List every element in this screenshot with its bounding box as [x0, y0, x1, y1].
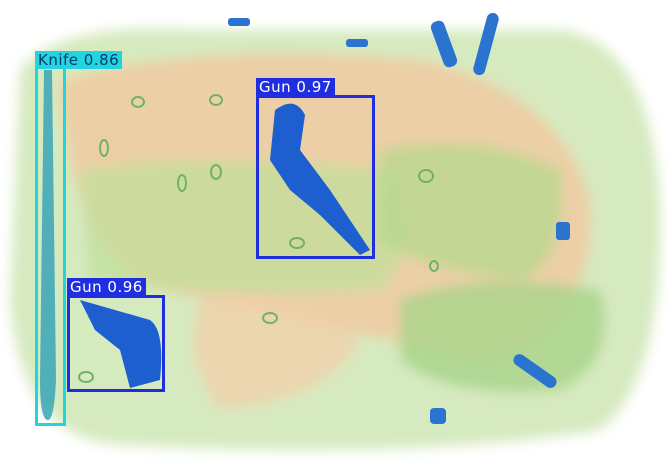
knife-detection-box — [35, 51, 66, 426]
bag-body — [10, 28, 661, 450]
gun-detection-label-2: Gun 0.96 — [67, 278, 146, 296]
gun-detection-box-1 — [256, 95, 375, 259]
bag-rings — [78, 94, 439, 383]
knife-object — [40, 70, 56, 420]
gun-detection-label-1: Gun 0.97 — [256, 78, 335, 96]
knife-detection-label: Knife 0.86 — [35, 51, 123, 69]
gun-detection-box-2 — [67, 295, 165, 392]
gun-object-1 — [270, 103, 370, 255]
zipper-pulls — [228, 12, 570, 424]
gun-object-2 — [80, 300, 162, 388]
